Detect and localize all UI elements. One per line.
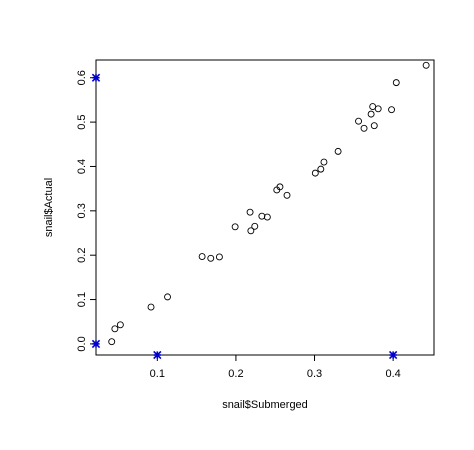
data-point: [246, 208, 254, 216]
data-point: [320, 158, 328, 166]
data-point: [231, 223, 239, 231]
x-tick-label: 0.3: [307, 368, 322, 380]
data-point: [388, 106, 396, 114]
y-tick-label: 0.0: [76, 336, 88, 351]
x-axis: 0.1 0.2 0.3 0.4: [150, 355, 401, 380]
data-point: [360, 124, 368, 132]
data-point: [251, 222, 259, 230]
data-point: [215, 253, 223, 261]
data-point: [367, 110, 375, 118]
y-tick-label: 0.5: [76, 114, 88, 129]
data-point: [247, 227, 255, 235]
y-tick-label: 0.1: [76, 292, 88, 307]
data-point: [392, 79, 400, 87]
y-axis: 0.0 0.1 0.2 0.3 0.4 0.5 0.6: [76, 70, 96, 352]
data-point: [317, 165, 325, 173]
data-point: [116, 321, 124, 329]
data-point: [276, 183, 284, 191]
plot-frame: [95, 59, 435, 356]
data-point: [164, 293, 171, 301]
data-point: [108, 338, 116, 346]
x-axis-label: snail$Submerged: [222, 399, 308, 411]
y-tick-label: 0.3: [76, 203, 88, 218]
data-point: [370, 122, 378, 130]
data-points: [91, 61, 430, 360]
data-point: [311, 169, 319, 177]
data-point: [147, 303, 155, 311]
y-tick-label: 0.4: [76, 159, 88, 174]
data-point: [334, 147, 342, 155]
x-tick-label: 0.2: [228, 368, 243, 380]
star-marker: [153, 350, 162, 360]
y-tick-label: 0.6: [76, 70, 88, 85]
data-point: [263, 213, 271, 221]
data-point: [258, 212, 266, 220]
data-point: [283, 191, 291, 199]
data-point: [422, 61, 430, 69]
data-point: [355, 117, 362, 125]
y-tick-label: 0.2: [76, 248, 88, 263]
data-point: [207, 254, 215, 262]
data-point: [198, 253, 206, 260]
data-point: [374, 105, 382, 113]
star-marker: [388, 350, 398, 360]
y-axis-label: snail$Actual: [43, 178, 55, 237]
data-point: [111, 325, 119, 333]
star-marker: [91, 339, 101, 349]
star-marker: [91, 73, 101, 82]
x-tick-label: 0.4: [385, 368, 400, 380]
x-tick-label: 0.1: [150, 368, 165, 380]
